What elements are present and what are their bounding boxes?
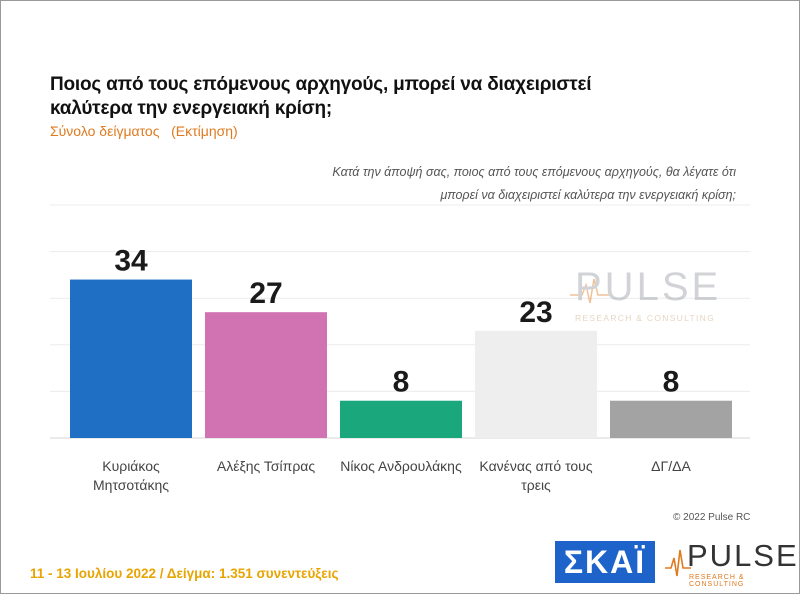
bar-chart: 34 27 8 23 8 — [50, 204, 750, 439]
value-label: 23 — [519, 296, 552, 329]
pulse-tagline: RESEARCH & CONSULTING — [689, 574, 745, 588]
bar — [205, 312, 327, 438]
survey-date-sample: 11 - 13 Ιουλίου 2022 / Δείγμα: 1.351 συν… — [30, 566, 339, 581]
pulse-watermark: PULSE RESEARCH & CONSULTING — [570, 265, 720, 335]
watermark-tagline: RESEARCH & CONSULTING — [575, 313, 716, 323]
value-label: 27 — [249, 277, 282, 310]
watermark-wordmark: PULSE — [575, 265, 722, 309]
value-label: 34 — [114, 245, 148, 278]
bar — [340, 400, 462, 438]
chart-value-labels: 34 27 8 23 8 — [114, 245, 679, 399]
bar — [610, 400, 732, 438]
value-label: 8 — [393, 366, 410, 399]
chart-title: Ποιος από τους επόμενους αρχηγούς, μπορε… — [50, 74, 592, 119]
survey-question: Κατά την άποψή σας, ποιος από τους επόμε… — [332, 165, 736, 202]
category-label: Νίκος Ανδρουλάκης — [340, 458, 462, 474]
chart-subtitle: Σύνολο δείγματος (Εκτίμηση) — [50, 123, 238, 139]
category-label: ΔΓ/ΔΑ — [651, 458, 691, 474]
chart-bars — [70, 279, 732, 438]
bar — [70, 279, 192, 438]
category-label: Αλέξης Τσίπρας — [216, 458, 316, 474]
pulse-logo: PULSE RESEARCH & CONSULTING — [665, 538, 797, 588]
category-label: Κυριάκος Μητσοτάκης — [93, 458, 169, 493]
skai-logo: ΣΚΑΪ — [555, 541, 655, 583]
bar — [475, 330, 597, 438]
category-label: Κανένας από τους τρεις — [479, 458, 593, 493]
value-label: 8 — [663, 366, 680, 399]
copyright-notice: © 2022 Pulse RC — [673, 512, 751, 523]
pulse-wordmark: PULSE — [687, 538, 799, 573]
